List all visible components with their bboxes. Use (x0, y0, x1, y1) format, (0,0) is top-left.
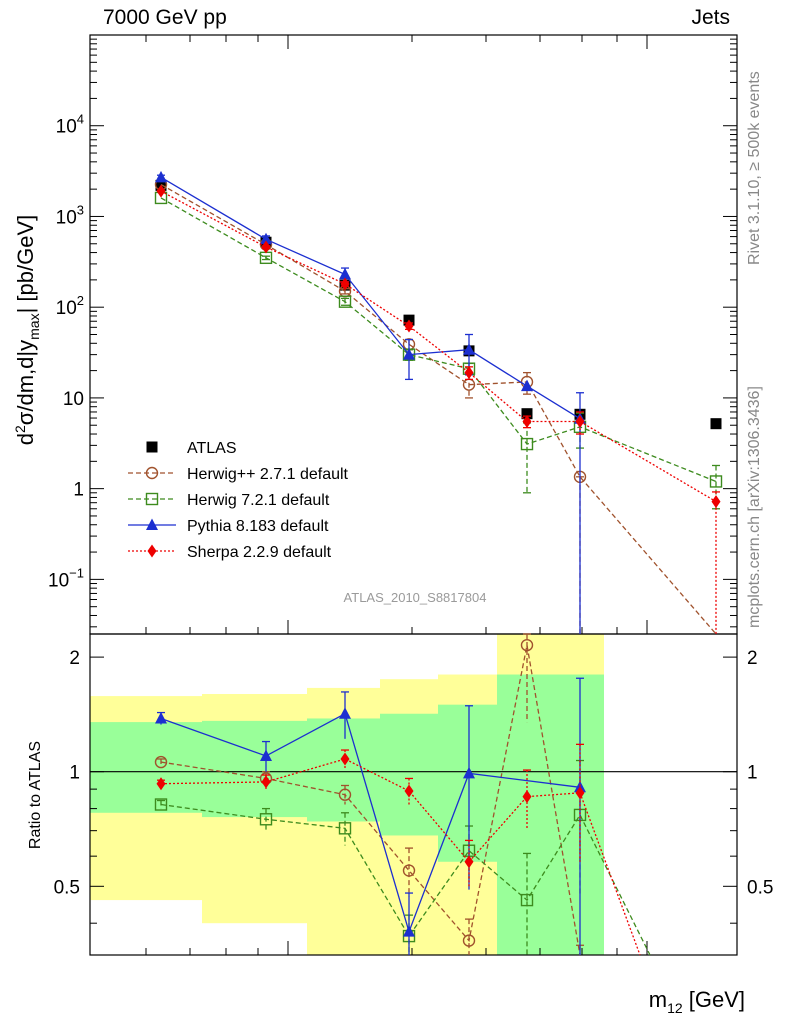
sherpa-ratio-point (522, 790, 532, 804)
header-right-label: Jets (691, 6, 730, 29)
pythia-point (260, 232, 272, 245)
atlas-point (521, 408, 533, 420)
herwig7-line (160, 197, 717, 483)
herwig7-ratio-point (154, 798, 168, 811)
ratio-tick-label-right: 1 (747, 763, 758, 784)
green-band (380, 713, 438, 836)
sherpa-point (711, 495, 721, 509)
pythia-ratio-point (339, 707, 351, 719)
legend-label-herwigpp: Herwig++ 2.7.1 default (187, 466, 349, 483)
legend-marker-pythia (146, 518, 158, 530)
green-band (497, 674, 604, 955)
ratio-tick-label-right: 0.5 (747, 877, 773, 898)
pythia-ratio-point (403, 925, 415, 937)
green-band (90, 722, 202, 813)
pythia-point (155, 170, 167, 183)
sherpa-line (160, 190, 717, 503)
legend-label-atlas: ATLAS (187, 440, 237, 457)
herwigpp-ratio-point (338, 788, 352, 801)
legend-marker-atlas (146, 441, 158, 453)
pythia-point (521, 379, 533, 392)
green-band (307, 718, 380, 822)
green-band (202, 720, 307, 818)
sherpa-ratio-point (404, 784, 414, 798)
ratio-axis-title: Ratio to ATLAS (27, 741, 44, 849)
ratio-tick-label-left: 1 (69, 763, 80, 784)
herwig7-ratio-point (520, 893, 534, 907)
sherpa-ratio-point (464, 855, 474, 869)
sherpa-point (464, 366, 474, 380)
green-band (438, 704, 497, 862)
sherpa-ratio-line (160, 758, 641, 956)
legend: ATLAS Herwig++ 2.7.1 default Herwig 7.2.1 … (128, 440, 349, 561)
sherpa-point (156, 184, 166, 198)
sherpa-point (340, 277, 350, 291)
herwig7-point (338, 295, 352, 308)
herwig7-ratio-point (259, 813, 273, 826)
atlas-point (710, 418, 722, 430)
ratio-tick-label-left: 2 (69, 648, 80, 669)
y-axis-title: d2σ/dm,d|ymax| [pb/GeV] (12, 215, 42, 445)
x-axis-title: m12 [GeV] (649, 987, 745, 1016)
sherpa-ratio-point (261, 775, 271, 789)
ratio-series (154, 633, 651, 956)
herwig7-point (709, 475, 723, 488)
y-tick-label: 10 (63, 389, 84, 410)
herwigpp-line (160, 183, 717, 635)
legend-label-sherpa: Sherpa 2.2.9 default (187, 544, 332, 561)
legend-label-herwig7: Herwig 7.2.1 default (187, 492, 330, 509)
legend-label-pythia: Pythia 8.183 default (187, 518, 329, 535)
legend-marker-herwigpp (145, 466, 159, 480)
sherpa-point (575, 414, 585, 428)
pythia-point (339, 267, 351, 280)
axis-ticks: 10−1 1 10 102 103 104 0.5 0.5 1 1 2 2 (48, 34, 773, 955)
sherpa-ratio-point (156, 777, 166, 791)
sherpa-point (522, 414, 532, 428)
lower-frame (89, 633, 738, 956)
legend-marker-sherpa (147, 544, 157, 558)
pythia-ratio-point (463, 766, 475, 779)
herwigpp-ratio-point (520, 638, 534, 652)
herwig7-ratio-point (338, 822, 352, 835)
pythia-ratio-line (160, 712, 581, 934)
header-left-label: 7000 GeV pp (103, 6, 227, 29)
sherpa-ratio-point (575, 786, 585, 800)
y-tick-label: 104 (56, 112, 84, 138)
analysis-watermark: ATLAS_2010_S8817804 (344, 590, 487, 605)
pythia-point (463, 343, 475, 355)
pythia-point (403, 348, 415, 360)
sherpa-point (261, 240, 271, 254)
herwigpp-ratio-point (462, 934, 476, 947)
pythia-ratio-point (155, 711, 167, 724)
herwig7-point (520, 437, 534, 451)
y-tick-label: 10−1 (48, 565, 84, 591)
main-series (154, 170, 723, 635)
y-tick-label: 102 (56, 293, 84, 319)
y-tick-label: 1 (73, 480, 84, 501)
sherpa-point (404, 319, 414, 333)
herwigpp-ratio-point (402, 864, 416, 877)
sherpa-ratio-point (340, 752, 350, 766)
ratio-tick-label-left: 0.5 (54, 877, 80, 898)
y-tick-label: 103 (56, 202, 84, 228)
herwig7-ratio-line (160, 803, 651, 956)
ratio-tick-label-right: 2 (747, 648, 758, 669)
legend-marker-herwig7 (145, 492, 159, 506)
herwigpp-ratio-point (154, 755, 168, 769)
pythia-ratio-point (260, 749, 272, 761)
